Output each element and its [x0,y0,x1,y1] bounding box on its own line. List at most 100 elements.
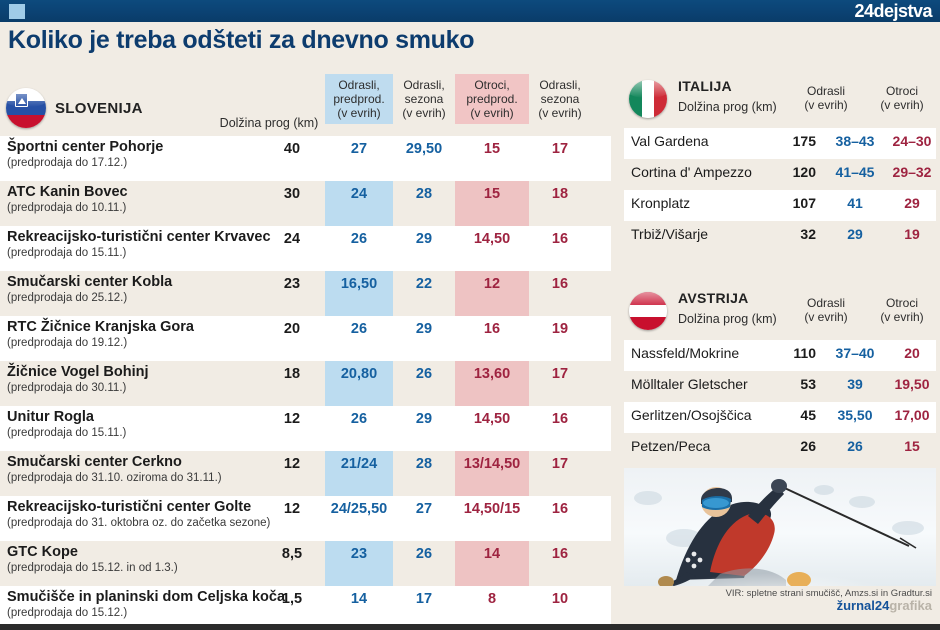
cell-child-season: 19 [551,321,569,337]
cell-length: 18 [283,366,301,382]
cell-child-season: 17 [551,366,569,382]
table-row: Smučišče in planinski dom Celjska koča (p… [0,586,611,624]
cell-length: 45 [800,407,816,423]
page-title: Koliko je treba odšteti za dnevno smuko [8,26,475,54]
cell-child-season: 16 [551,546,569,562]
cell-child-season: 17 [551,456,569,472]
cell-adult-presale: 26 [350,231,368,247]
cell-child-price: 29–32 [892,164,932,180]
resort-name: Rekreacijsko-turistični center Golte [7,499,252,515]
austria-panel: AVSTRIJA Dolžina prog (km) Odrasli (v ev… [624,284,936,464]
italy-panel: ITALIJA Dolžina prog (km) Odrasli (v evr… [624,72,936,252]
cell-length: 8,5 [281,546,303,562]
table-row: Rekreacijsko-turistični center Golte (pre… [0,496,611,541]
resort-presale-note: (predprodaja do 31. oktobra oz. do začet… [7,517,271,529]
slovenia-length-header: Dolžina prog (km) [219,116,319,130]
cell-adult-season: 29 [415,321,433,337]
cell-child-season: 16 [551,411,569,427]
table-row: Val Gardena 175 38–43 24–30 [624,128,936,159]
cell-child-price: 15 [904,438,920,454]
cell-length: 24 [283,231,301,247]
cell-child-presale: 13/14,50 [455,451,529,496]
austria-col-adult: Odrasli (v evrih) [804,296,848,324]
cell-child-season: 16 [551,501,569,517]
cell-adult-price: 41 [847,195,863,211]
table-row: Športni center Pohorje (predprodaja do 17… [0,136,611,181]
austria-col-child: Otroci (v evrih) [880,296,924,324]
cell-length: 175 [792,133,816,149]
table-row: Kronplatz 107 41 29 [624,190,936,221]
flag-austria-icon [629,292,667,330]
cell-adult-price: 39 [847,376,863,392]
cell-adult-season: 26 [415,366,433,382]
cell-child-presale: 14,50 [473,231,511,247]
table-row: Unitur Rogla (predprodaja do 15.11.) 12 26 2… [0,406,611,451]
table-row: Nassfeld/Mokrine 110 37–40 20 [624,340,936,371]
cell-adult-presale: 21/24 [325,451,393,496]
resort-name: Petzen/Peca [631,438,711,454]
table-row: Rekreacijsko-turistični center Krvavec (p… [0,226,611,271]
cell-child-season: 18 [551,186,569,202]
resort-name: Mölltaler Gletscher [631,376,748,392]
cell-length: 110 [793,345,816,361]
flag-slovenia-icon [6,88,46,128]
cell-child-presale: 15 [483,141,501,157]
source-note: VIR: spletne strani smučišč, Amzs.si in … [725,588,932,599]
cell-child-presale: 12 [455,271,529,316]
flag-italy-icon [629,80,667,118]
italy-resort-table: Val Gardena 175 38–43 24–30 Cortina d' Ampez… [624,128,936,252]
topbar-square-icon [9,4,25,19]
table-row: Smučarski center Cerkno (predprodaja do 3… [0,451,611,496]
cell-length: 1,5 [281,591,303,607]
resort-presale-note: (predprodaja do 19.12.) [7,337,128,349]
resort-presale-note: (predprodaja do 15.12.) [7,607,128,619]
cell-length: 107 [792,195,816,211]
austria-table-header: AVSTRIJA Dolžina prog (km) Odrasli (v ev… [624,284,936,340]
cell-child-price: 20 [904,345,920,361]
cell-adult-season: 29,50 [405,141,443,157]
cell-adult-presale: 23 [325,541,393,586]
brand-logo-zurnal24: žurnal24grafika [837,599,932,612]
cell-adult-price: 37–40 [835,345,875,361]
cell-child-price: 19,50 [894,376,930,392]
resort-presale-note: (predprodaja do 17.12.) [7,157,128,169]
cell-adult-season: 29 [415,231,433,247]
cell-length: 26 [800,438,816,454]
cell-child-presale: 15 [455,181,529,226]
resort-name: Smučišče in planinski dom Celjska koča [7,589,286,605]
cell-adult-presale: 26 [350,411,368,427]
table-row: Žičnice Vogel Bohinj (predprodaja do 30.1… [0,361,611,406]
resort-presale-note: (predprodaja do 15.12. in od 1.3.) [7,562,178,574]
cell-adult-season: 22 [415,276,433,292]
austria-country-label: AVSTRIJA [678,290,749,306]
resort-name: Rekreacijsko-turistični center Krvavec [7,229,271,245]
slovenia-col-child-presale: Otroci, predprod. (v evrih) [455,74,529,124]
resort-presale-note: (predprodaja do 10.11.) [7,202,127,214]
resort-name: Kronplatz [631,195,691,211]
cell-length: 40 [283,141,301,157]
slovenia-col-adult-presale: Odrasli, predprod. (v evrih) [325,74,393,124]
table-row: Smučarski center Kobla (predprodaja do 25… [0,271,611,316]
cell-child-season: 17 [551,141,569,157]
cell-child-price: 29 [904,195,920,211]
resort-presale-note: (predprodaja do 25.12.) [7,292,128,304]
cell-child-season: 16 [551,276,569,292]
cell-length: 120 [792,164,816,180]
table-row: RTC Žičnice Kranjska Gora (predprodaja do… [0,316,611,361]
cell-adult-season: 29 [415,411,433,427]
resort-name: Športni center Pohorje [7,139,164,155]
cell-adult-presale: 24 [325,181,393,226]
resort-presale-note: (predprodaja do 15.11.) [7,247,127,259]
cell-adult-season: 28 [415,186,433,202]
cell-length: 23 [283,276,301,292]
resort-name: Unitur Rogla [7,409,94,425]
cell-adult-presale: 20,80 [325,361,393,406]
cell-adult-price: 26 [847,438,863,454]
resort-name: Trbiž/Višarje [631,226,709,242]
italy-col-adult: Odrasli (v evrih) [804,84,848,112]
grafika-wordmark: grafika [889,598,932,613]
resort-name: Smučarski center Cerkno [7,454,182,470]
skier-photo [624,468,936,586]
cell-child-presale: 14 [455,541,529,586]
